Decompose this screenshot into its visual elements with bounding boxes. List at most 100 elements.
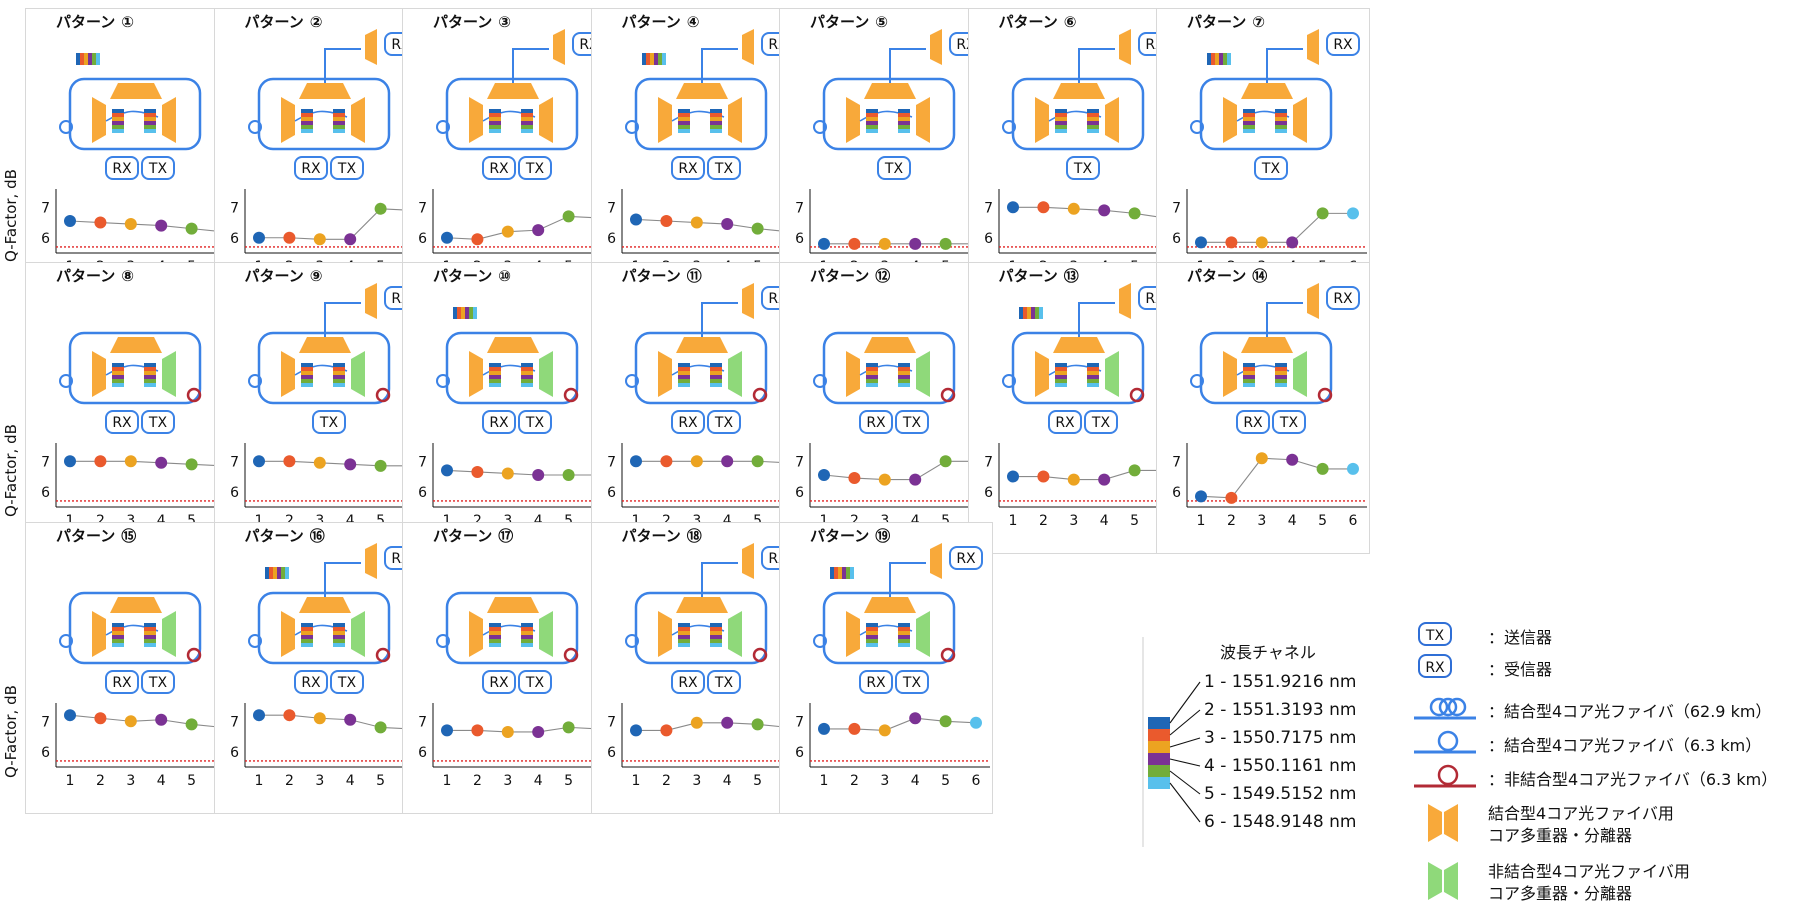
tx-badge: TX (706, 156, 741, 180)
q-point-ch1 (1195, 490, 1207, 503)
channel-label-3: 3 - 1550.7175 nm (1204, 728, 1357, 748)
q-factor-plot: 6 7 1 2 3 4 5 6 (795, 443, 990, 529)
top-mux-icon (110, 83, 162, 99)
channel-stack-icon (1086, 363, 1099, 387)
left-mux-icon (846, 611, 860, 657)
q-point-ch3 (1255, 236, 1268, 249)
channel-stack-icon (332, 623, 345, 647)
right-mux-icon (162, 97, 176, 143)
q-point-ch2 (848, 722, 861, 735)
q-point-ch1 (441, 724, 453, 737)
q-point-ch5 (939, 715, 952, 728)
q-factor-plot: 6 7 1 2 3 4 5 6 (418, 703, 613, 789)
tx-badge: TX (1254, 156, 1288, 180)
key-coupled-long-desc: ：結合型4コア光ファイバ（62.9 km） (1488, 702, 1772, 721)
top-mux-icon (110, 597, 162, 613)
rx-feed-line (700, 302, 738, 337)
q-point-ch2 (471, 724, 484, 737)
q-point-ch1 (629, 213, 642, 226)
tx-badge: TX (518, 156, 552, 180)
q-series-line (447, 726, 600, 733)
x-tick-label: 4 (345, 513, 354, 529)
channel-stack-icon (489, 109, 501, 133)
channel-stack-icon (709, 363, 722, 387)
pattern-number: ⑦ (1252, 13, 1265, 31)
q-point-ch3 (313, 233, 326, 246)
svg-text:RX: RX (866, 415, 886, 431)
y-tick-label: 6 (41, 745, 50, 761)
x-tick-label: 1 (1197, 513, 1206, 529)
channel-stack-icon (830, 567, 854, 579)
rx-demux-icon (1118, 29, 1131, 65)
fiber-spool-icon (436, 634, 450, 648)
channel-stack-icon (489, 623, 501, 647)
svg-text:RX: RX (956, 551, 976, 567)
fiber-ring (445, 591, 579, 665)
x-tick-label: 5 (753, 773, 762, 789)
fiber-ring (445, 331, 579, 405)
legend-arrow-ch2 (1169, 709, 1201, 736)
channel-stack-icon (144, 363, 156, 387)
rx-badge-icon: RX (1418, 654, 1452, 678)
uncoupled-fiber-icon (1129, 387, 1144, 403)
q-point-ch2 (659, 724, 672, 737)
q-point-ch2 (282, 709, 295, 722)
pattern-title-prefix: パターン (621, 13, 681, 31)
channel-stack-icon (677, 109, 690, 133)
channel-label-1: 1 - 1551.9216 nm (1204, 672, 1357, 692)
svg-text:TX: TX (148, 675, 168, 691)
q-point-ch1 (64, 709, 76, 722)
left-mux-icon (280, 351, 295, 397)
pattern-panel-4: パターン④RXRXTX67123456 (590, 8, 805, 300)
legend-swatch-ch4 (1148, 753, 1170, 765)
y-tick-label: 7 (607, 200, 616, 216)
legend-swatch-ch2 (1148, 729, 1170, 741)
svg-text:RX: RX (301, 161, 321, 177)
y-tick-label: 7 (418, 200, 427, 216)
fiber-spool-icon (813, 374, 827, 388)
pattern-title-prefix: パターン (56, 267, 116, 285)
pattern-title-prefix: パターン (244, 527, 304, 545)
x-tick-label: 1 (820, 513, 829, 529)
rx-badge: RX (670, 670, 705, 694)
q-point-ch5 (185, 718, 198, 731)
q-point-ch2 (94, 216, 107, 229)
q-point-ch3 (1067, 473, 1080, 486)
legend-swatch-ch3 (1148, 741, 1170, 753)
q-point-ch4 (532, 224, 545, 237)
y-tick-label: 7 (1172, 200, 1181, 216)
q-series-line (823, 460, 976, 481)
x-tick-label: 3 (503, 513, 512, 529)
x-tick-label: 3 (880, 513, 889, 529)
channel-stack-icon (1018, 307, 1043, 319)
fiber-spool-icon (247, 374, 262, 388)
x-tick-label: 3 (126, 773, 135, 789)
top-mux-icon (1052, 83, 1105, 99)
svg-text:TX: TX (525, 161, 545, 177)
pattern-title-prefix: パターン (998, 267, 1058, 285)
pattern-title-prefix: パターン (1187, 13, 1247, 31)
q-point-ch3 (878, 724, 891, 737)
q-series-line (635, 722, 788, 731)
tx-badge: TX (141, 670, 175, 694)
q-factor-plot: 6 7 1 2 3 4 5 6 (41, 443, 236, 529)
rx-demux-icon (1118, 283, 1131, 319)
pattern-number: ⑫ (875, 267, 891, 285)
q-point-ch4 (155, 456, 168, 469)
top-mux-icon (675, 337, 728, 353)
pattern-title-prefix: パターン (433, 267, 493, 285)
q-factor-plot: 6 7 1 2 3 4 5 6 (607, 703, 802, 789)
uncoupled-fiber-icon (752, 647, 767, 663)
pattern-panel-2: パターン②RXRXTX67123456 (213, 8, 428, 300)
pattern-title: パターン ⑩ (433, 265, 511, 286)
fiber-spool-icon (1190, 374, 1204, 388)
q-point-ch5 (751, 718, 764, 731)
pattern-number: ⑩ (498, 267, 511, 285)
y-tick-label: 6 (418, 231, 427, 247)
y-tick-label: 6 (230, 231, 239, 247)
network-schematic: RX TX (436, 307, 579, 434)
